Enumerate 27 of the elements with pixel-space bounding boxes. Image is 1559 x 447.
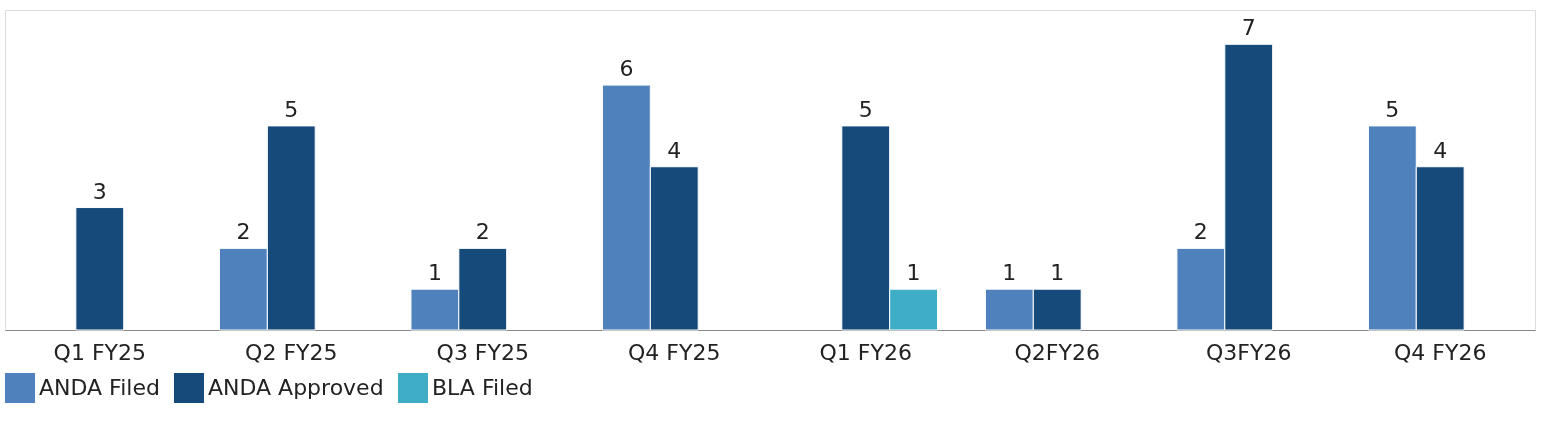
data-label: 1 (427, 260, 442, 286)
legend-label: ANDA Approved (208, 375, 384, 400)
data-label: 4 (1433, 137, 1448, 163)
data-label: 1 (1002, 260, 1017, 286)
data-label: 5 (858, 96, 873, 122)
bar (75, 207, 125, 331)
data-label: 1 (1050, 260, 1065, 286)
data-label: 1 (906, 260, 921, 286)
x-tick-label: Q1 FY25 (53, 339, 146, 365)
x-tick-label: Q4 FY25 (628, 339, 721, 365)
data-label: 2 (236, 219, 251, 245)
x-tick-label: Q3 FY25 (436, 339, 529, 365)
x-tick-label: Q2FY26 (1014, 339, 1100, 365)
legend-label: BLA Filed (432, 375, 533, 400)
data-label: 4 (667, 137, 682, 163)
data-label: 5 (1385, 96, 1400, 122)
x-tick-label: Q1 FY26 (819, 339, 912, 365)
x-tick-label: Q4 FY26 (1394, 339, 1487, 365)
x-tick-label: Q3FY26 (1206, 339, 1292, 365)
legend-label: ANDA Filed (39, 375, 160, 400)
x-tick-label: Q2 FY25 (245, 339, 338, 365)
data-label: 2 (475, 219, 490, 245)
data-label: 5 (284, 96, 299, 122)
data-label: 2 (1193, 219, 1208, 245)
data-label: 3 (92, 178, 107, 204)
data-label: 7 (1241, 15, 1256, 41)
data-label: 6 (619, 56, 634, 82)
